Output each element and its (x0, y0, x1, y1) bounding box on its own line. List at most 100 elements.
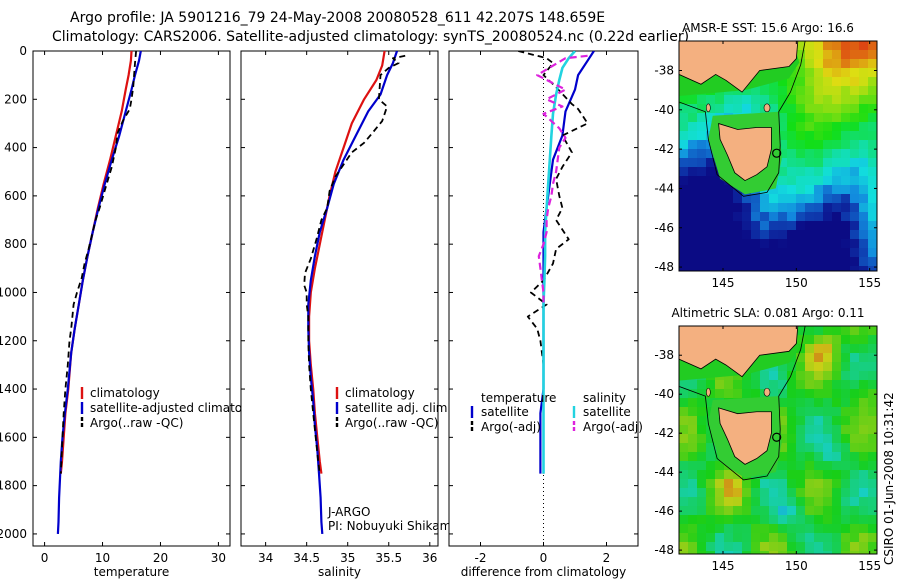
field-cell (769, 497, 779, 507)
field-cell (706, 389, 716, 399)
field-cell (751, 266, 761, 271)
legend-entry: climatology (90, 386, 160, 400)
field-cell (823, 68, 833, 78)
field-cell (787, 542, 797, 552)
field-cell (787, 158, 797, 168)
field-cell (814, 326, 824, 336)
field-cell (778, 221, 788, 231)
field-cell (832, 452, 842, 462)
field-cell (859, 434, 869, 444)
field-cell (679, 551, 689, 554)
field-cell (688, 122, 698, 132)
figure-title-line1: Argo profile: JA 5901216_79 24-May-2008 … (70, 10, 606, 26)
field-cell (814, 41, 824, 51)
field-cell (805, 497, 815, 507)
field-cell (796, 515, 806, 525)
field-cell (679, 443, 689, 453)
field-cell (697, 380, 707, 390)
field-cell (715, 266, 725, 271)
field-cell (859, 230, 869, 240)
field-cell (859, 248, 869, 258)
field-cell (706, 104, 716, 114)
field-cell (823, 407, 833, 417)
y-tick-label: 800 (4, 237, 27, 251)
map-panel-2: Altimetric SLA: 0.081 Argo: 0.11 -38 -40 -4… (654, 306, 881, 573)
field-cell (805, 68, 815, 78)
field-cell (760, 497, 770, 507)
field-cell (697, 113, 707, 123)
field-cell (859, 41, 869, 51)
field-cell (760, 266, 770, 271)
field-cell (769, 212, 779, 222)
x-tick-label: 2 (603, 551, 611, 565)
legend-entry: Argo(..raw -QC) (345, 416, 438, 430)
field-cell (850, 113, 860, 123)
field-cell (832, 434, 842, 444)
x-tick-label: 155 (858, 276, 881, 290)
field-cell (832, 122, 842, 132)
field-cell (706, 515, 716, 525)
field-cell (868, 50, 877, 60)
field-cell (832, 176, 842, 186)
field-cell (796, 389, 806, 399)
field-cell (679, 239, 689, 249)
field-cell (859, 416, 869, 426)
field-cell (787, 371, 797, 381)
field-cell (805, 443, 815, 453)
field-cell (796, 335, 806, 345)
field-cell (679, 506, 689, 516)
field-cell (760, 194, 770, 204)
field-cell (814, 380, 824, 390)
field-cell (841, 425, 851, 435)
field-cell (814, 398, 824, 408)
field-cell (796, 176, 806, 186)
field-cell (832, 542, 842, 552)
field-cell (859, 533, 869, 543)
field-cell (823, 452, 833, 462)
field-cell (841, 41, 851, 51)
field-cell (859, 335, 869, 345)
field-cell (859, 158, 869, 168)
field-cell (742, 515, 752, 525)
field-cell (859, 59, 869, 69)
field-cell (751, 551, 761, 554)
island (706, 103, 711, 113)
field-cell (814, 104, 824, 114)
field-cell (814, 59, 824, 69)
field-cell (742, 86, 752, 96)
field-cell (805, 41, 815, 51)
field-cell (868, 131, 877, 141)
field-cell (814, 221, 824, 231)
field-cell (850, 203, 860, 213)
field-cell (823, 434, 833, 444)
field-cell (859, 551, 869, 554)
field-cell (787, 104, 797, 114)
field-cell (769, 104, 779, 114)
field-cell (742, 266, 752, 271)
field-cell (769, 185, 779, 195)
x-tick-label: 10 (95, 551, 110, 565)
field-cell (814, 167, 824, 177)
field-cell (814, 257, 824, 267)
field-cell (769, 371, 779, 381)
field-cell (859, 203, 869, 213)
field-cell (724, 239, 734, 249)
field-cell (850, 50, 860, 60)
field-cell (823, 470, 833, 480)
field-cell (796, 212, 806, 222)
field-cell (778, 266, 788, 271)
field-cell (760, 203, 770, 213)
island (763, 387, 771, 397)
field-cell (724, 266, 734, 271)
field-cell (832, 416, 842, 426)
field-cell (823, 221, 833, 231)
legend-entry: Argo(-adj) (481, 420, 541, 434)
field-cell (814, 488, 824, 498)
field-cell (751, 515, 761, 525)
field-cell (823, 524, 833, 534)
field-cell (724, 104, 734, 114)
field-cell (715, 176, 725, 186)
field-cell (697, 425, 707, 435)
field-cell (805, 59, 815, 69)
